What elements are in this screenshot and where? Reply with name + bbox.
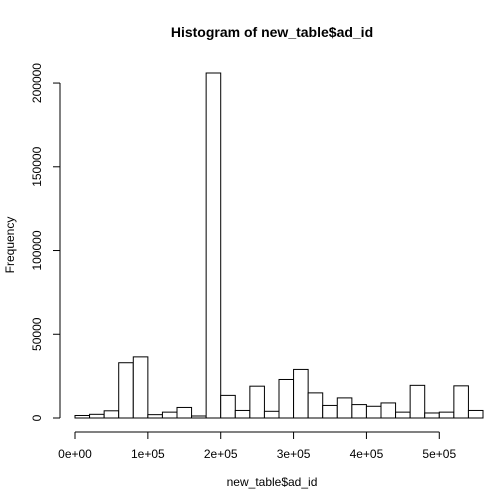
- histogram-bar: [176, 406, 193, 419]
- y-tick-label: 100000: [30, 230, 44, 270]
- chart-title: Histogram of new_table$ad_id: [171, 24, 373, 40]
- histogram-bar: [205, 72, 222, 419]
- histogram-bar: [293, 368, 309, 419]
- histogram-bar: [307, 392, 324, 419]
- histogram-bar: [249, 385, 265, 419]
- y-tick-label: 150000: [30, 146, 44, 186]
- histogram-bar: [351, 404, 367, 419]
- histogram-bar: [336, 397, 353, 419]
- histogram-bar: [89, 413, 105, 419]
- y-axis: 0 50000 100000 150000 200000: [30, 63, 61, 421]
- x-axis-label: new_table$ad_id: [227, 475, 318, 489]
- histogram-bar: [234, 409, 251, 419]
- histogram-bar: [395, 411, 411, 419]
- histogram-bar: [467, 409, 484, 419]
- histogram-bar: [424, 412, 440, 419]
- histogram-bar: [438, 411, 455, 419]
- y-tick-label: 200000: [30, 63, 44, 103]
- histogram-bar: [132, 356, 149, 419]
- y-tick-label: 0: [30, 414, 44, 421]
- histogram-bar: [278, 378, 295, 419]
- histogram-bar: [453, 385, 469, 419]
- histogram-bar: [409, 384, 426, 419]
- x-tick-label: 1e+05: [131, 447, 165, 461]
- histogram-bar: [191, 415, 207, 419]
- x-axis: 0e+00 1e+05 2e+05 3e+05 4e+05 5e+05: [58, 431, 456, 461]
- y-tick-label: 50000: [30, 317, 44, 351]
- bars-group: [74, 72, 484, 419]
- x-tick-label: 0e+00: [58, 447, 92, 461]
- x-tick-label: 3e+05: [277, 447, 311, 461]
- x-tick-label: 5e+05: [422, 447, 456, 461]
- histogram-bar: [161, 411, 178, 419]
- y-axis-label: Frequency: [3, 217, 17, 274]
- x-tick-label: 4e+05: [350, 447, 384, 461]
- histogram-bar: [380, 402, 397, 419]
- histogram-bar: [118, 362, 134, 419]
- histogram-bar: [147, 414, 163, 419]
- histogram-bar: [365, 405, 382, 419]
- histogram-bar: [220, 394, 236, 419]
- histogram-bar: [74, 414, 91, 419]
- histogram-bar: [322, 404, 338, 419]
- histogram-bar: [263, 410, 280, 419]
- x-tick-label: 2e+05: [204, 447, 238, 461]
- histogram-bar: [103, 410, 120, 419]
